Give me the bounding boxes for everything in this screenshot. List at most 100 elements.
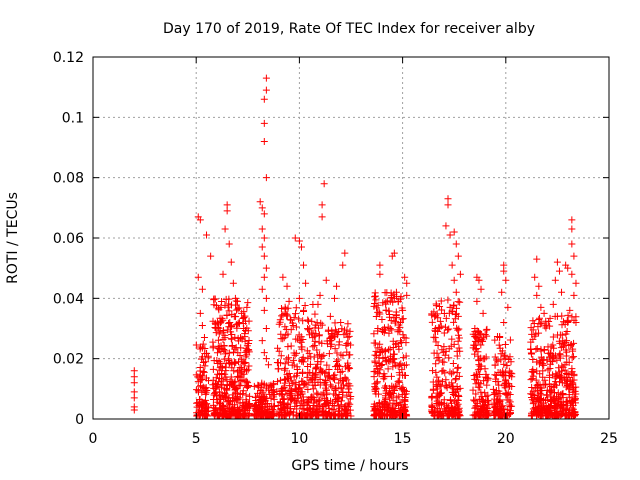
data-point xyxy=(260,273,268,281)
data-point xyxy=(277,305,285,313)
data-point xyxy=(303,373,311,381)
data-point xyxy=(216,412,224,420)
data-point xyxy=(456,270,464,278)
data-point xyxy=(449,359,457,367)
data-point xyxy=(452,240,460,248)
data-point xyxy=(257,383,265,391)
data-point xyxy=(220,345,228,353)
data-point xyxy=(571,395,579,403)
x-tick-label: 0 xyxy=(89,431,98,447)
data-point xyxy=(469,344,477,352)
data-point xyxy=(130,367,138,375)
data-point xyxy=(501,384,509,392)
data-point xyxy=(279,273,287,281)
data-point xyxy=(241,312,249,320)
data-point xyxy=(194,388,202,396)
data-point xyxy=(234,412,242,420)
data-point xyxy=(445,354,453,362)
data-point xyxy=(309,343,317,351)
data-point xyxy=(278,412,286,420)
data-point xyxy=(325,350,333,358)
data-point xyxy=(289,319,297,327)
data-point xyxy=(401,371,409,379)
data-point xyxy=(432,360,440,368)
data-point xyxy=(442,222,450,230)
data-point xyxy=(223,326,231,334)
data-point xyxy=(312,365,320,373)
data-point xyxy=(216,400,224,408)
data-point xyxy=(401,273,409,281)
data-point xyxy=(341,411,349,419)
data-point xyxy=(380,375,388,383)
data-point xyxy=(335,379,343,387)
data-point xyxy=(472,412,480,420)
data-point xyxy=(381,326,389,334)
data-point xyxy=(558,321,566,329)
data-point xyxy=(529,408,537,416)
data-point xyxy=(245,362,253,370)
data-point xyxy=(291,402,299,410)
data-point xyxy=(330,294,338,302)
data-point xyxy=(502,389,510,397)
data-point xyxy=(395,369,403,377)
data-point xyxy=(436,324,444,332)
data-point xyxy=(215,366,223,374)
data-point xyxy=(500,261,508,269)
data-point xyxy=(536,320,544,328)
data-point xyxy=(304,399,312,407)
data-point xyxy=(198,402,206,410)
data-point xyxy=(450,276,458,284)
data-point xyxy=(210,301,218,309)
data-point xyxy=(277,352,285,360)
data-point xyxy=(218,362,226,370)
data-point xyxy=(371,289,379,297)
data-point xyxy=(491,371,499,379)
data-point xyxy=(227,258,235,266)
data-point xyxy=(302,412,310,420)
data-point xyxy=(322,408,330,416)
data-point xyxy=(395,378,403,386)
data-point xyxy=(431,327,439,335)
data-point xyxy=(529,372,537,380)
data-point xyxy=(298,388,306,396)
data-point xyxy=(397,337,405,345)
data-point xyxy=(298,369,306,377)
data-point xyxy=(282,305,290,313)
data-point xyxy=(443,403,451,411)
data-point xyxy=(428,401,436,409)
data-point xyxy=(310,342,318,350)
data-point xyxy=(558,379,566,387)
data-point xyxy=(544,396,552,404)
data-point xyxy=(391,382,399,390)
data-point xyxy=(213,396,221,404)
data-point xyxy=(528,368,536,376)
data-point xyxy=(434,341,442,349)
data-point xyxy=(230,401,238,409)
data-point xyxy=(281,323,289,331)
data-point xyxy=(430,333,438,341)
data-point xyxy=(527,349,535,357)
data-point xyxy=(451,376,459,384)
data-point xyxy=(234,305,242,313)
data-point xyxy=(393,399,401,407)
data-point xyxy=(447,399,455,407)
data-point xyxy=(260,252,268,260)
data-point xyxy=(480,404,488,412)
data-point xyxy=(432,394,440,402)
data-point xyxy=(489,385,497,393)
data-point xyxy=(387,372,395,380)
data-point xyxy=(211,389,219,397)
data-point xyxy=(226,378,234,386)
data-point xyxy=(550,382,558,390)
data-point xyxy=(528,383,536,391)
data-point xyxy=(535,315,543,323)
data-point xyxy=(243,412,251,420)
data-point xyxy=(333,282,341,290)
data-point xyxy=(277,335,285,343)
data-point xyxy=(130,379,138,387)
data-point xyxy=(223,376,231,384)
data-point xyxy=(389,298,397,306)
data-point xyxy=(546,406,554,414)
data-point xyxy=(287,387,295,395)
data-point xyxy=(300,404,308,412)
